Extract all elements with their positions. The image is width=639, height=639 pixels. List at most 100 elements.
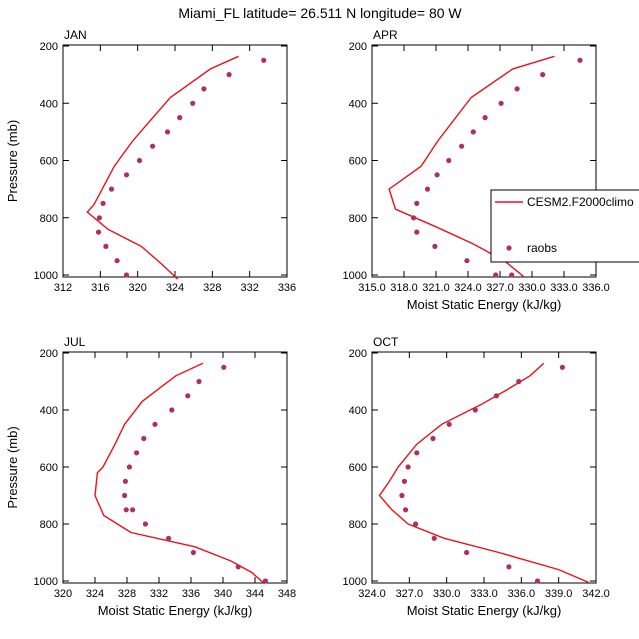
y-tick-label: 400 <box>349 405 367 417</box>
x-tick-label: 332 <box>240 282 258 294</box>
obs-point <box>141 435 147 442</box>
series-line-cesm2-f2000climo <box>388 55 555 277</box>
obs-point <box>136 157 143 164</box>
x-tick-label: 344 <box>246 588 264 600</box>
x-tick-label: 332 <box>150 588 168 600</box>
obs-point <box>185 393 191 399</box>
obs-point <box>123 172 130 178</box>
x-tick-label: 328 <box>118 588 136 600</box>
obs-point <box>403 507 409 513</box>
obs-point <box>405 464 411 470</box>
obs-point <box>177 115 183 121</box>
x-tick-label: 324 <box>166 282 184 294</box>
obs-point <box>166 535 172 541</box>
y-axis-label: Pressure (mb) <box>5 426 20 508</box>
obs-point <box>142 521 148 527</box>
x-tick-label: 336.0 <box>582 282 610 294</box>
y-tick-label: 1000 <box>34 576 58 588</box>
x-tick-label: 321.0 <box>422 282 450 294</box>
y-tick-label: 400 <box>40 405 58 417</box>
obs-point <box>169 407 175 413</box>
y-tick-label: 400 <box>349 98 367 110</box>
panel-label: JUL <box>64 335 86 349</box>
obs-point <box>201 86 207 92</box>
obs-point <box>498 100 504 106</box>
obs-point <box>100 200 106 206</box>
panel-label: JAN <box>64 28 87 42</box>
x-tick-label: 320 <box>128 282 146 294</box>
obs-point <box>114 258 120 264</box>
obs-point <box>577 57 583 63</box>
panel-label: APR <box>373 28 398 42</box>
panel-label: OCT <box>373 335 399 349</box>
series-line-cesm2-f2000climo <box>86 55 239 280</box>
y-tick-label: 1000 <box>343 270 367 282</box>
obs-point <box>221 364 227 370</box>
plot-frame <box>62 44 288 278</box>
obs-point <box>482 115 488 121</box>
y-tick-label: 600 <box>40 462 58 474</box>
x-tick-label: 339.0 <box>545 588 573 600</box>
y-tick-label: 200 <box>40 348 58 360</box>
series-line-cesm2-f2000climo <box>378 362 589 584</box>
obs-point <box>235 564 241 570</box>
obs-point <box>262 578 268 584</box>
obs-point <box>472 407 478 413</box>
panel-apr: 315.0 318.0 321.0 324.0 327.0 330.0 333.0 336.0… <box>343 28 610 312</box>
x-tick-label: 324 <box>86 588 104 600</box>
x-tick-label: 336 <box>182 588 200 600</box>
x-tick-label: 327.0 <box>396 588 424 600</box>
obs-point <box>514 86 520 92</box>
x-tick-label: 320 <box>54 588 72 600</box>
obs-point <box>96 215 102 221</box>
obs-point <box>414 229 420 235</box>
y-tick-label: 400 <box>40 98 58 110</box>
obs-point <box>122 478 128 484</box>
legend-model-label: CESM2.F2000climo <box>527 195 634 209</box>
obs-point <box>150 143 156 149</box>
obs-point <box>534 578 541 584</box>
panel-oct: 324.0 327.0 330.0 333.0 336.0 339.0 342.0 200 40… <box>343 335 610 618</box>
obs-point <box>130 507 136 513</box>
x-tick-label: 333.0 <box>550 282 578 294</box>
obs-point <box>103 243 109 249</box>
x-tick-label: 312 <box>54 282 72 294</box>
x-tick-label: 333.0 <box>470 588 498 600</box>
legend: CESM2.F2000climo raobs <box>490 189 639 263</box>
obs-point <box>190 549 196 556</box>
obs-point <box>401 478 407 484</box>
x-axis-label: Moist Static Energy (kJ/kg) <box>407 297 562 312</box>
obs-point <box>464 258 470 264</box>
y-tick-label: 200 <box>40 41 58 53</box>
y-tick-label: 800 <box>349 519 367 531</box>
x-tick-label: 340 <box>214 588 232 600</box>
obs-point <box>413 521 419 527</box>
x-tick-label: 330.0 <box>433 588 461 600</box>
obs-point <box>196 378 202 385</box>
obs-point <box>414 450 420 456</box>
obs-point <box>95 229 102 235</box>
x-tick-label: 336.0 <box>508 588 536 600</box>
obs-point <box>464 549 470 556</box>
x-tick-label: 324.0 <box>454 282 482 294</box>
legend-marker-swatch <box>506 245 512 251</box>
obs-point <box>190 100 196 106</box>
obs-point <box>516 378 522 385</box>
x-axis-label: Moist Static Energy (kJ/kg) <box>98 603 253 618</box>
series-line-cesm2-f2000climo <box>94 362 266 585</box>
x-tick-label: 324.0 <box>358 588 386 600</box>
obs-point <box>493 272 499 278</box>
obs-point <box>506 564 512 570</box>
x-tick-label: 336 <box>278 282 296 294</box>
x-axis-label: Moist Static Energy (kJ/kg) <box>407 603 562 618</box>
y-tick-label: 1000 <box>34 270 58 282</box>
y-tick-label: 800 <box>40 213 58 225</box>
obs-point <box>152 421 158 427</box>
obs-point <box>432 243 438 249</box>
y-tick-label: 800 <box>40 519 58 531</box>
obs-point <box>134 450 140 456</box>
x-tick-label: 328 <box>203 282 221 294</box>
y-axis-label: Pressure (mb) <box>5 120 20 202</box>
x-tick-label: 318.0 <box>390 282 418 294</box>
